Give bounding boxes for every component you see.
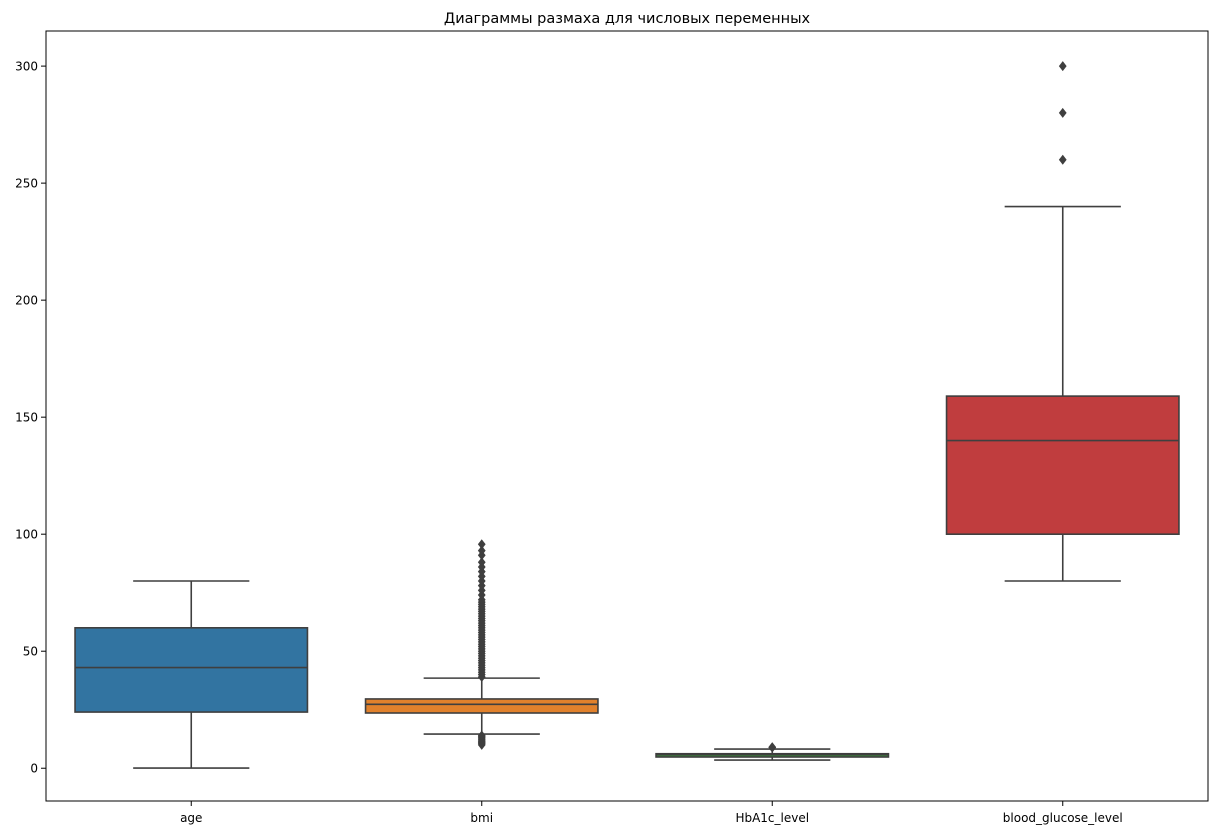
y-tick-label: 250 xyxy=(15,177,38,191)
iqr-box xyxy=(945,395,1180,535)
outlier-point xyxy=(477,545,486,556)
box-group-bmi xyxy=(364,539,599,750)
outlier-point xyxy=(1058,107,1067,118)
y-tick-label: 50 xyxy=(23,645,38,659)
y-axis: 0 50 100 150 200 250 300 xyxy=(15,60,46,776)
x-axis: age bmi HbA1c_level blood_glucose_level xyxy=(180,801,1123,825)
y-tick-label: 300 xyxy=(15,60,38,74)
outlier-point xyxy=(477,557,486,568)
outlier-point xyxy=(477,539,486,550)
box-group-HbA1c_level xyxy=(655,742,890,761)
chart-title: Диаграммы размаха для числовых переменны… xyxy=(444,11,811,27)
outlier-point xyxy=(768,742,777,753)
box-group-blood_glucose_level xyxy=(945,61,1180,582)
x-tick-label-bmi: bmi xyxy=(470,811,493,825)
iqr-box xyxy=(364,698,599,714)
y-tick-label: 150 xyxy=(15,411,38,425)
outlier-point xyxy=(1058,61,1067,72)
axes-frame xyxy=(45,30,1209,802)
x-tick-label-HbA1c_level: HbA1c_level xyxy=(735,811,809,825)
y-tick-label: 100 xyxy=(15,528,38,542)
box-group-age xyxy=(74,580,309,769)
y-tick-label: 200 xyxy=(15,294,38,308)
y-tick-label: 0 xyxy=(30,762,38,776)
outlier-point xyxy=(477,730,486,741)
x-tick-label-age: age xyxy=(180,811,202,825)
outlier-point xyxy=(1058,154,1067,165)
iqr-box xyxy=(74,627,309,713)
x-tick-label-blood_glucose_level: blood_glucose_level xyxy=(1003,811,1123,825)
plot-area xyxy=(74,61,1180,769)
